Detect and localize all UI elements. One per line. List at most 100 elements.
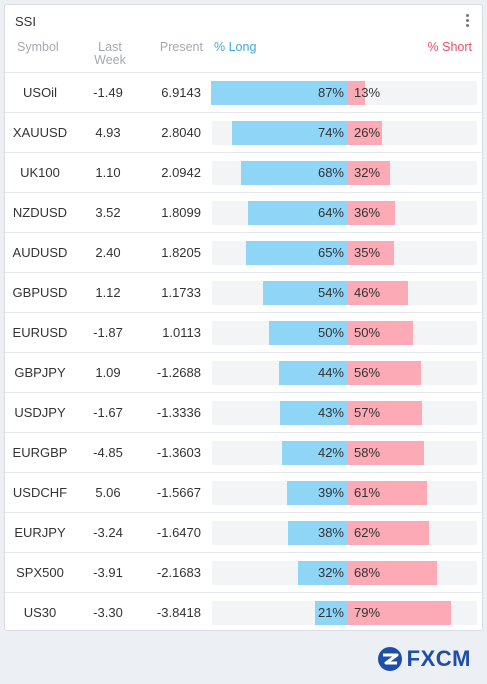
fxcm-logo-icon (377, 647, 402, 671)
short-bar (348, 601, 451, 625)
short-percent-label: 58% (354, 445, 381, 460)
short-percent-label: 56% (354, 365, 381, 380)
long-bar (232, 121, 348, 145)
long-bar (298, 561, 348, 585)
fxcm-logo: FXCM (377, 646, 471, 672)
symbol-cell[interactable]: NZDUSD (12, 205, 68, 220)
long-percent-label: 50% (317, 325, 344, 340)
sentiment-bar: 43% 57% (212, 401, 477, 425)
sentiment-bar: 39% 61% (212, 481, 477, 505)
long-bar (288, 521, 348, 545)
symbol-cell[interactable]: USDCHF (12, 485, 68, 500)
table-row[interactable]: USDCHF 5.06 -1.5667 39% 61% (5, 472, 482, 512)
symbol-cell[interactable]: XAUUSD (12, 125, 68, 140)
table-row[interactable]: US30 -3.30 -3.8418 21% 79% (5, 592, 482, 632)
short-bar (348, 561, 437, 585)
table-row[interactable]: AUDUSD 2.40 1.8205 65% 35% (5, 232, 482, 272)
table-row[interactable]: GBPUSD 1.12 1.1733 54% 46% (5, 272, 482, 312)
short-bar (348, 81, 365, 105)
present-cell: -1.3603 (156, 445, 201, 460)
sentiment-bar: 32% 68% (212, 561, 477, 585)
present-cell: -3.8418 (156, 605, 201, 620)
short-bar (348, 161, 390, 185)
symbol-cell[interactable]: AUDUSD (12, 245, 68, 260)
symbol-cell[interactable]: GBPJPY (14, 365, 66, 380)
long-bar (246, 241, 348, 265)
symbol-cell[interactable]: USOil (23, 85, 57, 100)
long-percent-label: 21% (317, 605, 344, 620)
long-bar (263, 281, 348, 305)
long-bar (211, 81, 348, 105)
long-percent-label: 44% (317, 365, 344, 380)
short-percent-label: 50% (354, 325, 381, 340)
long-bar (315, 601, 348, 625)
short-percent-label: 13% (354, 85, 381, 100)
short-percent-label: 26% (354, 125, 381, 140)
sentiment-bar: 21% 79% (212, 601, 477, 625)
more-vertical-icon[interactable] (466, 14, 470, 28)
long-percent-label: 74% (317, 125, 344, 140)
short-bar (348, 241, 394, 265)
table-row[interactable]: EURGBP -4.85 -1.3603 42% 58% (5, 432, 482, 472)
long-percent-label: 39% (317, 485, 344, 500)
table-row[interactable]: NZDUSD 3.52 1.8099 64% 36% (5, 192, 482, 232)
sentiment-bar: 54% 46% (212, 281, 477, 305)
short-percent-label: 35% (354, 245, 381, 260)
present-cell: 1.1733 (161, 285, 201, 300)
ssi-widget: SSI Symbol Last Week Present % Long % Sh… (4, 4, 483, 631)
sentiment-bar: 50% 50% (212, 321, 477, 345)
last-week-cell: 1.12 (95, 285, 121, 300)
table-row[interactable]: UK100 1.10 2.0942 68% 32% (5, 152, 482, 192)
short-percent-label: 61% (354, 485, 381, 500)
present-cell: 1.0113 (162, 325, 201, 340)
long-percent-label: 65% (317, 245, 344, 260)
column-header-short: % Short (427, 40, 472, 54)
last-week-cell: 2.40 (95, 245, 121, 260)
symbol-cell[interactable]: EURUSD (12, 325, 68, 340)
long-percent-label: 32% (317, 565, 344, 580)
column-header-present: Present (159, 40, 203, 54)
long-bar (287, 481, 348, 505)
long-percent-label: 54% (317, 285, 344, 300)
present-cell: 2.0942 (161, 165, 201, 180)
short-percent-label: 62% (354, 525, 381, 540)
long-bar (279, 361, 348, 385)
table-row[interactable]: EURUSD -1.87 1.0113 50% 50% (5, 312, 482, 352)
column-header-last-week: Last Week (94, 40, 126, 67)
short-bar (348, 201, 395, 225)
symbol-cell[interactable]: EURJPY (14, 525, 66, 540)
present-cell: 1.8099 (161, 205, 201, 220)
symbol-cell[interactable]: SPX500 (16, 565, 64, 580)
table-row[interactable]: SPX500 -3.91 -2.1683 32% 68% (5, 552, 482, 592)
last-week-cell: 5.06 (95, 485, 121, 500)
long-percent-label: 43% (317, 405, 344, 420)
column-header-long: % Long (214, 40, 257, 54)
table-row[interactable]: EURJPY -3.24 -1.6470 38% 62% (5, 512, 482, 552)
sentiment-bar: 44% 56% (212, 361, 477, 385)
table-row[interactable]: GBPJPY 1.09 -1.2688 44% 56% (5, 352, 482, 392)
sentiment-bar: 65% 35% (212, 241, 477, 265)
symbol-cell[interactable]: USDJPY (14, 405, 66, 420)
present-cell: -1.6470 (156, 525, 201, 540)
sentiment-bar: 87% 13% (211, 81, 477, 105)
table-row[interactable]: USOil -1.49 6.9143 87% 13% (5, 72, 482, 112)
present-cell: -2.1683 (156, 565, 201, 580)
table-row[interactable]: XAUUSD 4.93 2.8040 74% 26% (5, 112, 482, 152)
long-bar (248, 201, 348, 225)
symbol-cell[interactable]: US30 (23, 605, 57, 620)
table-row[interactable]: USDJPY -1.67 -1.3336 43% 57% (5, 392, 482, 432)
symbol-cell[interactable]: EURGBP (12, 445, 68, 460)
present-cell: -1.2688 (156, 365, 201, 380)
fxcm-brand-text: FXCM (406, 646, 471, 671)
short-bar (348, 481, 427, 505)
short-bar (348, 361, 421, 385)
long-percent-label: 87% (317, 85, 344, 100)
symbol-cell[interactable]: UK100 (20, 165, 60, 180)
long-percent-label: 42% (317, 445, 344, 460)
long-percent-label: 38% (317, 525, 344, 540)
short-bar (348, 321, 413, 345)
symbol-cell[interactable]: GBPUSD (12, 285, 68, 300)
present-cell: -1.5667 (156, 485, 201, 500)
ssi-table: USOil -1.49 6.9143 87% 13% XAUUSD 4.93 2.8040 74… (5, 72, 482, 632)
short-percent-label: 57% (354, 405, 381, 420)
